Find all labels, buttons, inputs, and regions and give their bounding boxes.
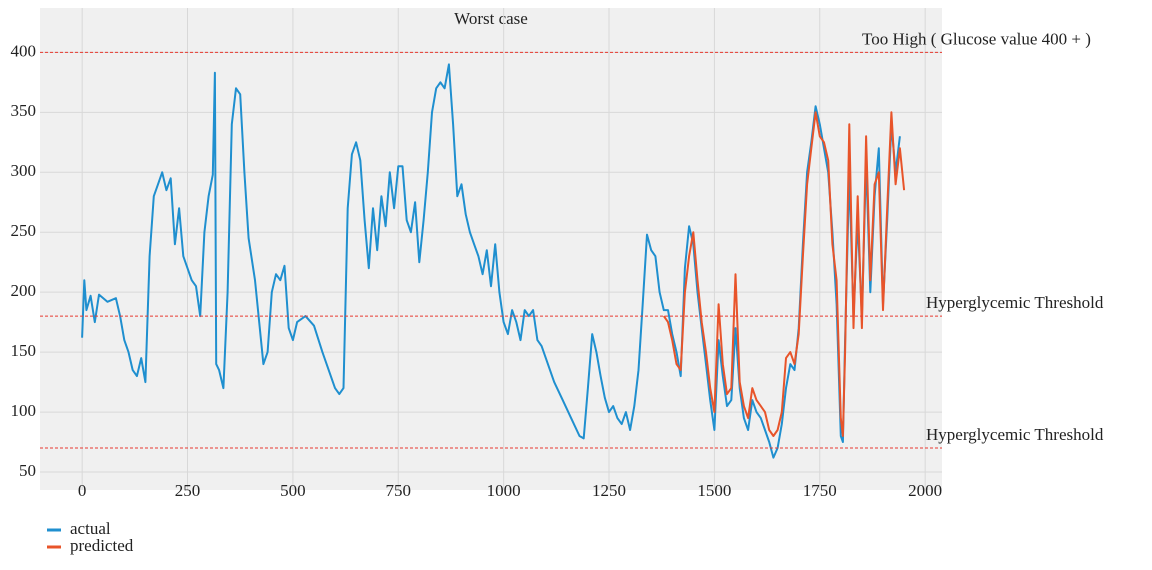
chart-title: Worst case bbox=[454, 9, 528, 28]
x-tick-label: 750 bbox=[386, 481, 412, 500]
x-tick-label: 1000 bbox=[487, 481, 521, 500]
line-predicted bbox=[662, 111, 906, 437]
x-tick-label: 500 bbox=[280, 481, 306, 500]
y-tick-label: 400 bbox=[11, 41, 37, 60]
x-tick-label: 1750 bbox=[803, 481, 837, 500]
threshold-label: Hyperglycemic Threshold bbox=[926, 425, 1104, 444]
plot-area bbox=[40, 8, 942, 490]
x-tick-label: 0 bbox=[78, 481, 87, 500]
x-tick-label: 2000 bbox=[908, 481, 942, 500]
threshold-label: Hyperglycemic Threshold bbox=[926, 293, 1104, 312]
y-tick-label: 350 bbox=[11, 101, 37, 120]
legend-label: actual bbox=[70, 519, 111, 538]
y-tick-label: 250 bbox=[11, 221, 37, 240]
x-tick-label: 1500 bbox=[697, 481, 731, 500]
threshold-label: Too High ( Glucose value 400 + ) bbox=[862, 29, 1091, 48]
y-tick-label: 150 bbox=[11, 341, 37, 360]
x-tick-label: 250 bbox=[175, 481, 201, 500]
line-actual bbox=[81, 63, 901, 459]
y-tick-label: 300 bbox=[11, 161, 37, 180]
legend-label: predicted bbox=[70, 536, 134, 555]
y-tick-label: 100 bbox=[11, 401, 37, 420]
y-tick-label: 200 bbox=[11, 281, 37, 300]
x-tick-label: 1250 bbox=[592, 481, 626, 500]
y-tick-label: 50 bbox=[19, 461, 36, 480]
